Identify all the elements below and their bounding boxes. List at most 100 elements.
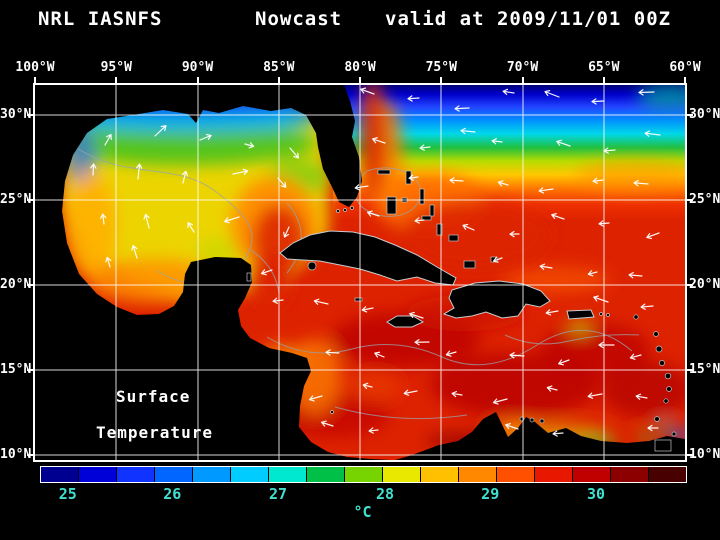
colorbar-segment <box>307 467 344 482</box>
title-mode: Nowcast <box>255 8 343 30</box>
velocity-vector-arrow <box>199 133 212 141</box>
lat-axis-label: 15°N <box>0 362 32 377</box>
colorbar <box>40 466 687 483</box>
axis-tick <box>27 369 33 371</box>
velocity-vector-arrow <box>414 338 430 346</box>
axis-tick <box>687 284 693 286</box>
velocity-vector-arrow <box>629 353 642 360</box>
velocity-vector-arrow <box>640 303 654 310</box>
latlon-grid <box>35 85 685 460</box>
lat-axis-label: 30°N <box>689 107 720 122</box>
velocity-vector-arrow <box>320 420 334 427</box>
velocity-vector-arrow <box>558 359 570 366</box>
velocity-vector-arrow <box>361 306 374 313</box>
velocity-vector-arrow <box>313 298 329 305</box>
gulf-stream-and-bahamas-blobs <box>360 85 685 270</box>
lon-axis-label: 60°W <box>669 60 701 75</box>
velocity-vector-arrow <box>497 180 509 187</box>
axis-tick <box>602 77 605 83</box>
velocity-vector-arrow <box>366 210 380 217</box>
velocity-vector-arrow <box>283 226 290 238</box>
velocity-vector-arrow <box>591 98 605 105</box>
velocity-vector-arrow <box>414 217 425 224</box>
title-product: NRL IASNFS <box>38 8 163 30</box>
velocity-vector-arrow <box>289 147 299 159</box>
velocity-vector-arrow <box>492 398 508 405</box>
velocity-vector-arrow <box>325 349 340 356</box>
colorbar-segment <box>117 467 154 482</box>
land-north-central-america <box>35 85 391 460</box>
velocity-vector-arrow <box>187 222 195 233</box>
velocity-vector-arrow <box>647 424 659 432</box>
velocity-vector-arrow <box>635 393 648 400</box>
velocity-vector-arrow <box>556 139 571 147</box>
axis-tick <box>684 77 686 83</box>
velocity-vector-arrow <box>154 125 167 137</box>
map-frame <box>33 83 687 462</box>
colorbar-segment <box>193 467 230 482</box>
island-puerto-rico <box>566 309 595 320</box>
velocity-vector-arrow <box>360 87 375 95</box>
velocity-vector-arrow <box>272 297 284 304</box>
map-overlay-temperature-label: Temperature <box>96 423 213 442</box>
velocity-vector-arrow <box>628 272 643 279</box>
velocity-vector-arrow <box>638 89 655 96</box>
velocity-vector-arrow <box>308 395 323 402</box>
velocity-vector-arrow <box>419 144 431 151</box>
axis-tick <box>687 369 693 371</box>
colorbar-tick-label: 27 <box>268 485 288 503</box>
axis-tick <box>115 77 118 83</box>
velocity-vector-arrow <box>509 230 520 238</box>
velocity-vector-arrow <box>460 127 476 135</box>
lon-axis-label: 70°W <box>506 60 539 75</box>
lat-axis-label: 20°N <box>0 277 32 292</box>
velocity-vector-arrow <box>362 382 373 390</box>
lon-axis-label: 85°W <box>263 60 295 75</box>
velocity-vector-arrow <box>224 216 240 224</box>
colorbar-segment <box>573 467 610 482</box>
lon-axis-label: 80°W <box>344 60 376 75</box>
colorbar-tick-label: 30 <box>586 485 606 503</box>
axis-tick <box>27 454 33 456</box>
axis-tick <box>27 114 33 116</box>
velocity-vector-arrow <box>260 269 273 276</box>
colorbar-tick-label: 25 <box>58 485 77 503</box>
axis-tick <box>277 77 280 83</box>
velocity-vector-arrow <box>143 213 150 229</box>
velocity-vector-arrow <box>462 223 475 231</box>
lon-axis-label: 75°W <box>425 60 457 75</box>
colorbar-tick-label: 26 <box>163 485 182 503</box>
velocity-vector-arrow <box>135 163 143 180</box>
lat-axis-label: 25°N <box>0 192 32 207</box>
velocity-vector-arrow <box>368 427 379 434</box>
velocity-vector-arrow <box>181 170 189 184</box>
velocity-vector-arrow <box>546 385 558 392</box>
colorbar-unit-label: °C <box>353 503 372 521</box>
velocity-vector-arrow <box>372 137 386 144</box>
velocity-vector-arrow <box>354 184 369 191</box>
lon-axis-label: 95°W <box>100 60 132 75</box>
axis-tick <box>687 114 693 116</box>
velocity-vector-arrow <box>509 352 525 359</box>
velocity-vector-arrow <box>277 177 287 188</box>
lat-axis-label: 10°N <box>689 447 720 462</box>
axis-tick <box>687 454 693 456</box>
lon-axis-label: 100°W <box>15 60 55 75</box>
velocity-vector-arrow <box>502 88 515 96</box>
lat-axis-label: 30°N <box>0 107 32 122</box>
colorbar-segment <box>611 467 648 482</box>
velocity-vector-arrow <box>451 390 463 398</box>
velocity-vector-arrow <box>445 350 457 357</box>
velocity-vector-arrow <box>603 147 616 154</box>
colorbar-segment <box>421 467 458 482</box>
velocity-vector-arrow <box>244 142 255 149</box>
lat-axis-label: 25°N <box>689 192 720 207</box>
axis-tick <box>359 77 361 83</box>
velocity-vector-arrow <box>90 163 97 176</box>
colorbar-segment <box>383 467 420 482</box>
title-valid-time: valid at 2009/11/01 00Z <box>385 8 672 30</box>
island-jamaica <box>386 315 425 328</box>
colorbar-segment <box>231 467 268 482</box>
velocity-vector-arrow <box>491 138 503 145</box>
axis-tick <box>687 199 693 201</box>
